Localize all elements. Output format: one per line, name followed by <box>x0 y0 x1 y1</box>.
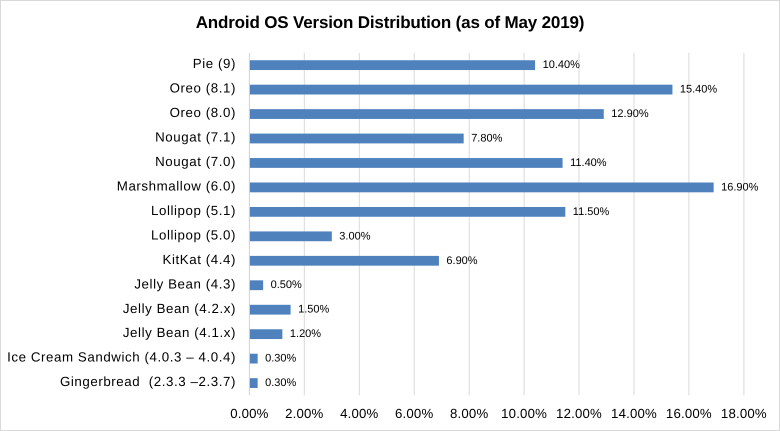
svg-text:Jelly Bean (4.2.x): Jelly Bean (4.2.x) <box>123 301 236 316</box>
svg-text:11.50%: 11.50% <box>573 206 610 218</box>
svg-text:0.50%: 0.50% <box>271 279 302 291</box>
svg-text:Jelly Bean (4.3): Jelly Bean (4.3) <box>134 276 236 291</box>
svg-text:16.90%: 16.90% <box>721 181 759 193</box>
svg-text:11.40%: 11.40% <box>570 157 607 169</box>
svg-text:1.50%: 1.50% <box>298 304 329 316</box>
svg-text:Oreo (8.1): Oreo (8.1) <box>170 81 236 96</box>
svg-text:KitKat (4.4): KitKat (4.4) <box>163 252 236 267</box>
svg-text:Oreo (8.0): Oreo (8.0) <box>170 105 236 120</box>
svg-text:12.90%: 12.90% <box>611 108 649 120</box>
svg-text:Jelly Bean (4.1.x): Jelly Bean (4.1.x) <box>123 325 236 340</box>
svg-text:14.00%: 14.00% <box>611 406 657 421</box>
svg-text:0.30%: 0.30% <box>265 353 296 365</box>
svg-text:3.00%: 3.00% <box>339 230 370 242</box>
svg-text:18.00%: 18.00% <box>721 406 767 421</box>
svg-text:Gingerbread (2.3.3 –2.3.7): Gingerbread (2.3.3 –2.3.7) <box>60 374 236 389</box>
svg-text:12.00%: 12.00% <box>556 406 602 421</box>
svg-text:Ice Cream Sandwich (4.0.3 – 4.: Ice Cream Sandwich (4.0.3 – 4.0.4) <box>7 350 236 365</box>
svg-text:Lollipop (5.1): Lollipop (5.1) <box>151 203 236 218</box>
svg-text:4.00%: 4.00% <box>340 406 378 421</box>
svg-text:7.80%: 7.80% <box>471 133 502 145</box>
svg-text:10.40%: 10.40% <box>543 59 581 71</box>
svg-text:Pie (9): Pie (9) <box>193 56 236 71</box>
svg-text:6.00%: 6.00% <box>395 406 433 421</box>
svg-text:8.00%: 8.00% <box>450 406 488 421</box>
svg-text:Marshmallow (6.0): Marshmallow (6.0) <box>117 179 236 194</box>
svg-text:0.00%: 0.00% <box>230 406 268 421</box>
svg-text:Android OS Version Distributio: Android OS Version Distribution (as of M… <box>196 13 585 32</box>
svg-text:16.00%: 16.00% <box>666 406 712 421</box>
svg-text:1.20%: 1.20% <box>290 328 321 340</box>
svg-text:15.40%: 15.40% <box>680 84 718 96</box>
svg-text:6.90%: 6.90% <box>446 255 477 267</box>
svg-text:Nougat (7.1): Nougat (7.1) <box>155 130 236 145</box>
svg-text:10.00%: 10.00% <box>501 406 547 421</box>
svg-text:Nougat (7.0): Nougat (7.0) <box>155 154 236 169</box>
svg-text:2.00%: 2.00% <box>285 406 323 421</box>
svg-text:Lollipop (5.0): Lollipop (5.0) <box>151 227 236 242</box>
svg-text:0.30%: 0.30% <box>265 377 296 389</box>
